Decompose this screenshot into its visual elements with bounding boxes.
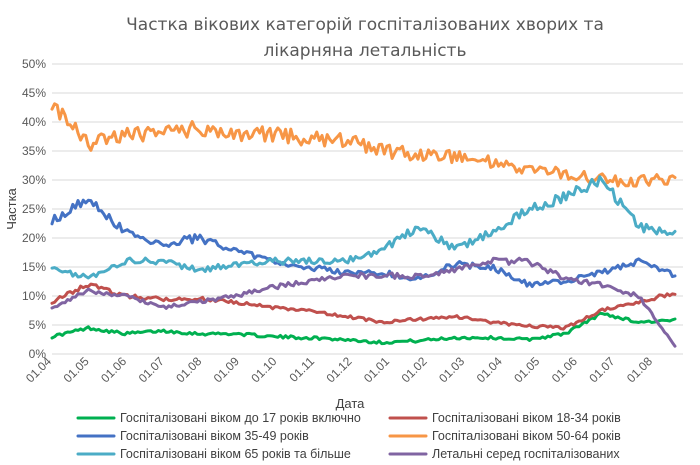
x-tick-label: 01.10 xyxy=(248,354,279,385)
series-line xyxy=(50,102,677,188)
y-tick-label: 5% xyxy=(29,318,47,332)
x-axis-title: Дата xyxy=(336,396,366,411)
series-lines xyxy=(50,102,677,348)
legend: Госпіталізовані віком до 17 років включн… xyxy=(76,411,621,461)
legend-label: Летальні серед госпіталізованих xyxy=(432,447,620,461)
y-tick-label: 45% xyxy=(22,86,46,100)
legend-label: Госпіталізовані віком 65 років та більше xyxy=(120,447,351,461)
y-tick-label: 30% xyxy=(22,173,46,187)
series-line xyxy=(50,282,677,331)
x-tick-label: 01.06 xyxy=(549,354,580,385)
y-axis-ticks: 0% 5% 10% 15% 20% 25% 30% 35% 40% 45% 50% xyxy=(22,57,46,361)
x-tick-label: 01.05 xyxy=(61,354,92,385)
y-tick-label: 15% xyxy=(22,260,46,274)
y-tick-label: 0% xyxy=(29,347,47,361)
y-tick-label: 35% xyxy=(22,144,46,158)
x-tick-label: 01.02 xyxy=(399,354,430,385)
y-tick-label: 50% xyxy=(22,57,46,71)
y-tick-label: 20% xyxy=(22,231,46,245)
series-line xyxy=(50,311,677,346)
x-axis-ticks: 01.04 01.05 01.06 01.07 01.08 01.09 01.10 01.11… xyxy=(23,354,655,385)
x-tick-label: 01.04 xyxy=(474,354,505,385)
x-tick-label: 01.08 xyxy=(624,354,655,385)
x-tick-label: 01.09 xyxy=(211,354,242,385)
series-line xyxy=(50,175,677,280)
x-tick-label: 01.07 xyxy=(136,354,167,385)
gridlines xyxy=(52,63,683,355)
x-tick-label: 01.06 xyxy=(98,354,129,385)
chart-title-line-1: Частка вікових категорій госпіталізовани… xyxy=(126,15,604,35)
x-tick-label: 01.11 xyxy=(287,354,318,385)
legend-label: Госпіталізовані віком 18-34 років xyxy=(432,411,621,425)
y-axis-title: Частка xyxy=(4,187,19,229)
x-tick-label: 01.03 xyxy=(436,354,467,385)
y-tick-label: 40% xyxy=(22,115,46,129)
legend-label: Госпіталізовані віком 35-49 років xyxy=(120,429,309,443)
y-tick-label: 10% xyxy=(22,289,46,303)
x-tick-label: 01.01 xyxy=(361,354,392,385)
legend-label: Госпіталізовані віком 50-64 років xyxy=(432,429,621,443)
x-tick-label: 01.08 xyxy=(173,354,204,385)
x-tick-label: 01.12 xyxy=(323,354,354,385)
x-tick-label: 01.05 xyxy=(511,354,542,385)
chart-title: Частка вікових категорій госпіталізовани… xyxy=(126,15,604,61)
x-tick-label: 01.07 xyxy=(586,354,617,385)
chart-title-line-2: лікарняна летальність xyxy=(264,41,467,61)
y-tick-label: 25% xyxy=(22,202,46,216)
series-line xyxy=(50,256,677,348)
legend-label: Госпіталізовані віком до 17 років включн… xyxy=(120,411,361,425)
